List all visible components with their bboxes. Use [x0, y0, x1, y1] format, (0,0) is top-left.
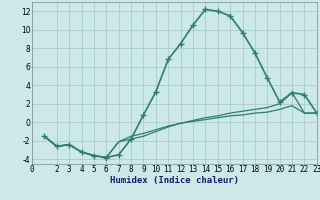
X-axis label: Humidex (Indice chaleur): Humidex (Indice chaleur) [110, 176, 239, 185]
